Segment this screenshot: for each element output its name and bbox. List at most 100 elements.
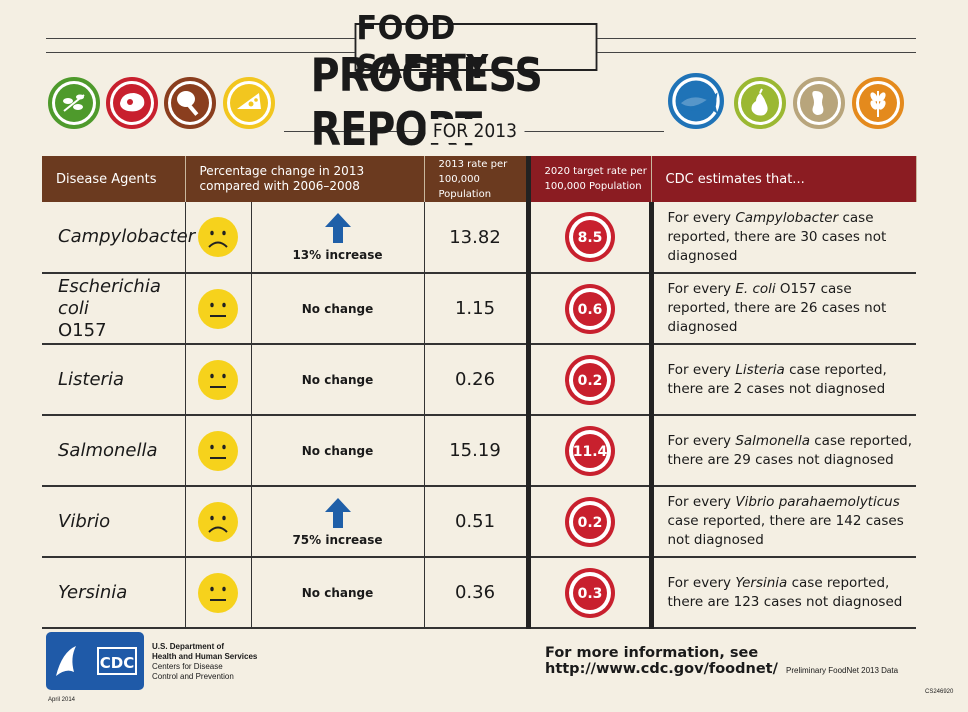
agent-name: Vibrio: [58, 510, 111, 532]
cdc-estimate: For every Campylobacter case reported, t…: [651, 202, 916, 274]
header-percentage-change: Percentage change in 2013 compared with …: [185, 156, 425, 202]
neutral-face-icon: [187, 570, 250, 616]
estimate-agent: Vibrio parahaemolyticus: [735, 494, 900, 510]
disease-agent: Vibrio: [42, 486, 186, 558]
neutral-face-icon: [187, 357, 250, 403]
rate-2013: 13.82: [424, 202, 530, 274]
disease-agent: Campylobacter: [42, 202, 195, 274]
target-2020: 0.2: [525, 486, 654, 558]
agent-name-cont: O157: [58, 319, 107, 341]
title-progress-report-text: PROGRESS REPORT: [310, 48, 543, 156]
target-2020: 11.4: [525, 415, 654, 487]
target-value: 0.6: [577, 302, 602, 318]
change-label: No change: [301, 443, 374, 458]
title-progress-report: PROGRESS REPORT: [284, 48, 664, 156]
title-year: FOR 2013: [425, 119, 525, 143]
change-cell: 13% increase: [251, 202, 425, 274]
neutral-face-icon: [187, 286, 250, 332]
change-label: No change: [301, 301, 374, 316]
estimate-post: case reported, there are 29 cases not di…: [667, 432, 912, 468]
header-2020-target: 2020 target rate per 100,000 Population: [525, 156, 652, 202]
table-row: Campylobacter 13% increase 13.82 8.5 For eve…: [42, 202, 916, 274]
neutral-face-icon: [187, 428, 250, 474]
cdc-estimate: For every Listeria case reported, there …: [651, 344, 916, 416]
change-cell: 75% increase: [251, 486, 425, 558]
agent-name: Escherichia coli: [58, 275, 161, 319]
target-badge-icon: 0.2: [532, 495, 648, 549]
target-badge-icon: 11.4: [532, 424, 648, 478]
estimate-post: case reported, there are 142 cases not d…: [667, 513, 904, 548]
table-row: Salmonella No change 15.19 11.4 For every Sa…: [42, 415, 916, 487]
peanut-icon: [793, 77, 845, 129]
header-2013-rate: 2013 rate per 100,000 Population: [424, 156, 529, 202]
face-cell: [185, 202, 252, 274]
target-2020: 0.3: [525, 557, 654, 629]
cdc-estimate: For every E. coli O157 case reported, th…: [651, 273, 916, 345]
face-cell: [185, 344, 252, 416]
target-badge-icon: 0.2: [532, 353, 648, 407]
disease-agent: Escherichia coli O157: [42, 273, 186, 345]
header-cdc-estimates: CDC estimates that...: [651, 156, 917, 202]
disease-agent: Salmonella: [42, 415, 186, 487]
rate-2013: 0.51: [424, 486, 530, 558]
hhs-line2: Health and Human Services: [152, 652, 258, 661]
cdc-estimate: For every Yersinia case reported, there …: [651, 557, 916, 629]
change-label: No change: [301, 372, 374, 387]
pear-icon: [734, 77, 786, 129]
estimate-pre: For every: [667, 432, 736, 449]
estimate-agent: E. coli: [735, 281, 776, 297]
preliminary-data-note: Preliminary FoodNet 2013 Data: [786, 666, 899, 675]
estimate-pre: For every: [667, 494, 736, 510]
estimate-agent: Yersinia: [735, 574, 788, 591]
sprout-icon: [48, 77, 100, 129]
target-badge-icon: 8.5: [532, 210, 648, 264]
target-badge-icon: 0.3: [532, 566, 648, 620]
target-badge-icon: 0.6: [532, 282, 648, 336]
sad-face-icon: [187, 214, 250, 260]
more-info-link[interactable]: For more information, see http://www.cdc…: [545, 645, 778, 677]
rate-2013: 1.15: [424, 273, 530, 345]
change-cell: No change: [251, 557, 425, 629]
grain-icon: [852, 77, 904, 129]
target-2020: 0.2: [525, 344, 654, 416]
estimate-pre: For every: [667, 361, 736, 378]
target-2020: 0.6: [525, 273, 654, 345]
face-cell: [185, 486, 252, 558]
estimate-agent: Listeria: [735, 361, 785, 378]
agent-name: Listeria: [58, 368, 124, 390]
estimate-post: case reported, there are 30 cases not di…: [667, 209, 887, 264]
hhs-line1: U.S. Department of: [152, 642, 225, 651]
change-label: 75% increase: [292, 532, 383, 547]
disease-agent: Yersinia: [42, 557, 186, 629]
food-safety-table: Disease Agents Percentage change in 2013…: [42, 156, 917, 629]
change-label: No change: [301, 585, 374, 600]
target-value: 8.5: [577, 230, 602, 246]
table-row: Yersinia No change 0.36 0.3 For every Yersin…: [42, 557, 916, 629]
target-value: 0.2: [577, 373, 602, 389]
hhs-line4: Control and Prevention: [152, 672, 234, 681]
agent-name: Salmonella: [58, 439, 158, 461]
up-arrow-icon: [324, 213, 351, 243]
estimate-post: case reported, there are 123 cases not d…: [667, 574, 903, 610]
estimate-pre: For every: [667, 209, 736, 226]
hhs-line3: Centers for Disease: [152, 662, 223, 671]
disease-agent: Listeria: [42, 344, 186, 416]
table-header-row: Disease Agents Percentage change in 2013…: [42, 156, 917, 202]
face-cell: [185, 557, 252, 629]
target-2020: 8.5: [525, 202, 654, 274]
poultry-leg-icon: [164, 77, 216, 129]
change-cell: No change: [251, 273, 425, 345]
publication-date: April 2014: [48, 697, 76, 703]
hhs-credit: U.S. Department of Health and Human Serv…: [152, 642, 257, 682]
rate-2013: 15.19: [424, 415, 530, 487]
estimate-agent: Campylobacter: [735, 209, 839, 226]
estimate-post: case reported, there are 2 cases not dia…: [667, 361, 887, 397]
change-cell: No change: [251, 344, 425, 416]
up-arrow-icon: [324, 497, 351, 528]
cdc-estimate: For every Salmonella case reported, ther…: [651, 415, 916, 487]
face-cell: [185, 273, 252, 345]
fish-icon: [668, 73, 724, 129]
cdc-estimate: For every Vibrio parahaemolyticus case r…: [651, 486, 916, 558]
target-value: 11.4: [572, 444, 607, 460]
estimate-pre: For every: [667, 574, 736, 591]
